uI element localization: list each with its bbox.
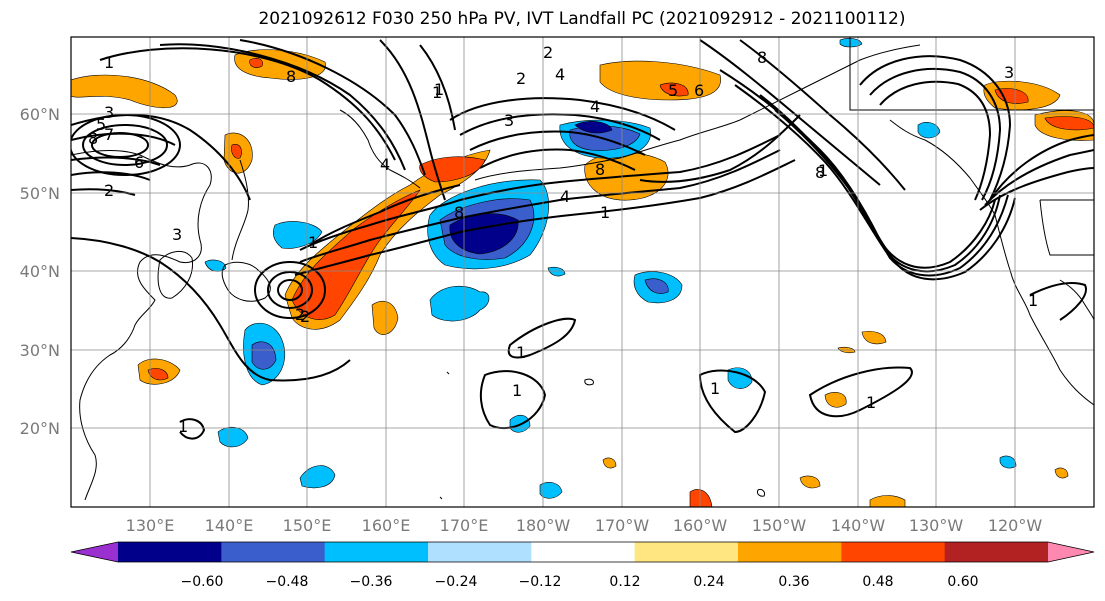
colorbar-swatch: [428, 542, 532, 562]
colorbar-extend-low: [71, 542, 118, 562]
colorbar-tick-label: 0.48: [862, 574, 893, 590]
colorbar-swatch: [944, 542, 1049, 562]
contour-label: 3: [172, 225, 182, 244]
lon-label: 170°W: [595, 516, 650, 535]
colorbar-swatch: [531, 542, 636, 562]
map-frame: [70, 36, 1095, 508]
lon-label: 140°W: [831, 516, 886, 535]
contour-label: 3: [504, 111, 514, 130]
lon-label: 150°E: [283, 516, 332, 535]
contour-label: 4: [590, 97, 600, 116]
lat-label: 40°N: [20, 262, 60, 281]
contour-label: 8: [454, 203, 464, 222]
contour-label: 8: [88, 129, 98, 148]
lon-label: 160°W: [673, 516, 728, 535]
map-title: 2021092612 F030 250 hPa PV, IVT Landfall…: [258, 9, 906, 29]
colorbar-swatch: [738, 542, 842, 562]
colorbar: [70, 541, 1095, 563]
contour-label: 1: [710, 379, 720, 398]
lon-label: 140°E: [205, 516, 254, 535]
contour-label: 4: [555, 65, 565, 84]
map-grid: [71, 37, 1094, 507]
colorbar-tick-label: 0.60: [947, 574, 978, 590]
lon-label: 170°E: [440, 516, 489, 535]
contour-label: 8: [757, 48, 767, 67]
pv-contours: [71, 39, 1094, 440]
lon-label: 120°W: [988, 516, 1043, 535]
contour-label: 4: [380, 155, 390, 174]
contour-label: 3: [104, 103, 114, 122]
colorbar-tick-label: −0.48: [266, 574, 309, 590]
contour-label: 4: [560, 187, 570, 206]
lat-label: 30°N: [20, 341, 60, 360]
colorbar-tick-label: 0.36: [778, 574, 809, 590]
contour-label: 1: [432, 83, 442, 102]
colorbar-outline: [70, 541, 1095, 563]
contour-label: 1: [866, 393, 876, 412]
contour-label: 1: [178, 417, 188, 436]
contour-label: 1: [512, 381, 522, 400]
longitude-labels: 130°E 140°E 150°E 160°E 170°E 180°W 170°…: [126, 516, 1043, 535]
colorbar-swatch: [324, 542, 429, 562]
lon-label: 180°W: [516, 516, 571, 535]
colorbar-tick-label: 0.12: [609, 574, 640, 590]
contour-label: 8: [286, 67, 296, 86]
colorbar-tick-label: 0.24: [693, 574, 724, 590]
lon-label: 130°E: [126, 516, 175, 535]
contour-label: 2: [300, 307, 310, 326]
contour-label: 1: [308, 233, 318, 252]
colorbar-swatch: [118, 542, 222, 562]
lat-label: 50°N: [20, 184, 60, 203]
contour-labels: 1 8 3 5 8 7 6 2 3 1 2 4 2 3 1 4 8 4 1 8 …: [88, 43, 1038, 436]
contour-label: 2: [104, 181, 114, 200]
colorbar-extend-high: [1048, 542, 1094, 562]
colorbar-swatch: [221, 542, 326, 562]
latitude-labels: 60°N 50°N 40°N 30°N 20°N: [20, 105, 60, 438]
contour-label: 1: [818, 161, 828, 180]
contour-label: 6: [694, 81, 704, 100]
contour-label: 2: [543, 43, 553, 62]
colorbar-tick-label: −0.60: [181, 574, 224, 590]
pv-anomaly-fill: [71, 38, 1094, 507]
colorbar-tick-label: −0.36: [350, 574, 393, 590]
colorbar-swatch: [634, 542, 739, 562]
colorbar-swatch: [841, 542, 946, 562]
contour-label: 7: [104, 125, 114, 144]
contour-label: 8: [595, 160, 605, 179]
contour-label: 8: [815, 163, 825, 182]
contour-label: 1: [1028, 291, 1038, 310]
lon-label: 130°W: [909, 516, 964, 535]
lat-label: 20°N: [20, 419, 60, 438]
colorbar-tick-label: −0.24: [435, 574, 478, 590]
contour-label: 2: [295, 305, 305, 324]
contour-label: 6: [134, 153, 144, 172]
contour-label: 5: [668, 81, 678, 100]
contour-label: 1: [516, 343, 526, 362]
lon-label: 150°W: [752, 516, 807, 535]
contour-label: 5: [96, 115, 106, 134]
contour-label: 3: [1004, 63, 1014, 82]
colorbar-tick-label: −0.12: [519, 574, 562, 590]
lon-label: 160°E: [362, 516, 411, 535]
contour-label: 1: [600, 203, 610, 222]
lat-label: 60°N: [20, 105, 60, 124]
colorbar-tick-labels: −0.60 −0.48 −0.36 −0.24 −0.12 0.12 0.24 …: [181, 574, 979, 590]
contour-label: 2: [516, 69, 526, 88]
contour-label: 1: [434, 80, 444, 99]
contour-label: 1: [104, 53, 114, 72]
